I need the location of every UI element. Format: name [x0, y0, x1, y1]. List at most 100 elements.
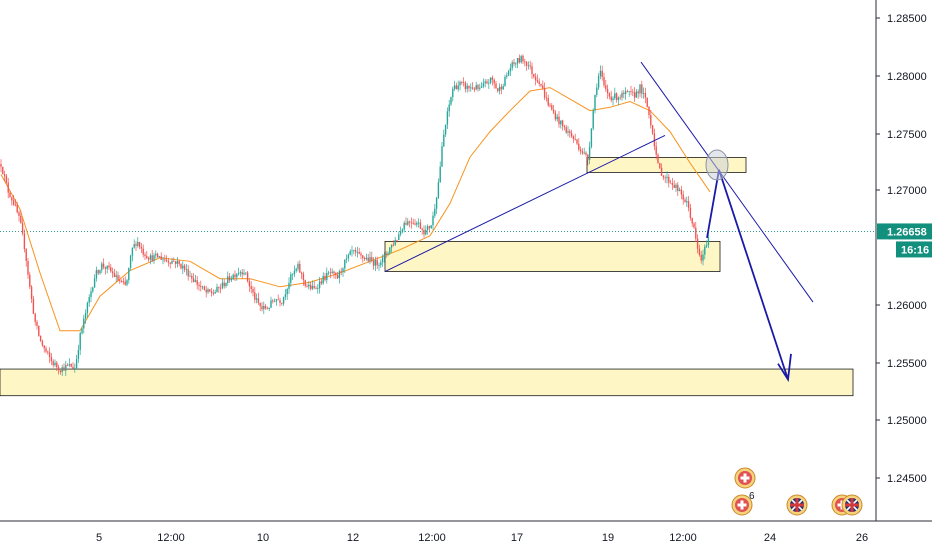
candle-body [543, 88, 546, 98]
candle-body [356, 252, 359, 253]
candle-body [209, 289, 211, 292]
trend-line[interactable] [384, 134, 666, 272]
candle-body [705, 245, 708, 247]
candle-body [56, 362, 58, 368]
candle-body [279, 300, 281, 303]
candle-body [653, 133, 656, 147]
candle-body [704, 246, 706, 255]
candle-body [669, 182, 672, 184]
candle-body [569, 131, 571, 134]
candle-body [374, 260, 377, 266]
candle-body [462, 82, 465, 83]
candle-body [218, 286, 220, 288]
candle-body [502, 86, 504, 90]
candle-body [684, 199, 686, 203]
candle-body [619, 97, 621, 99]
candle-body [414, 223, 416, 225]
candle-body [578, 143, 580, 150]
candle-body [500, 86, 503, 90]
drawings [384, 61, 814, 383]
candle-body [459, 82, 461, 86]
candle-body [295, 268, 297, 271]
candle-body [475, 85, 477, 90]
highlight-circle[interactable] [705, 149, 729, 181]
candle-body [106, 265, 108, 269]
candle-body [446, 111, 449, 125]
candle-body [513, 62, 515, 65]
candle-body [232, 274, 234, 279]
candle-body [284, 294, 287, 297]
candle-body [12, 200, 15, 205]
candle-body [108, 265, 110, 268]
candle-body [286, 288, 288, 295]
candle-body [52, 361, 54, 366]
candle-body [185, 269, 188, 271]
candle-body [239, 272, 242, 274]
candle-body [552, 109, 555, 113]
candle-body [623, 92, 625, 95]
candle-body [443, 134, 445, 147]
x-tick-label: 12:00 [418, 532, 446, 544]
candle-body [272, 300, 274, 302]
projection-arrowhead [777, 353, 792, 383]
candle-body [556, 116, 558, 120]
candle-body [308, 284, 310, 287]
candle-body [32, 298, 35, 314]
candle-body [144, 254, 146, 257]
candle-body [68, 363, 71, 366]
candle-body [342, 268, 344, 272]
candle-body [680, 189, 683, 195]
candle-body [687, 201, 690, 208]
candle-body [327, 272, 330, 274]
projection-path[interactable] [706, 169, 789, 380]
candle-body [428, 226, 431, 229]
price-label-gap [877, 239, 888, 256]
candle-body [470, 87, 472, 89]
candle-body [615, 93, 618, 100]
candle-body [227, 276, 229, 284]
candle-body [210, 291, 213, 294]
candle-body [596, 87, 598, 95]
candle-body [122, 281, 125, 283]
x-tick-label: 26 [856, 532, 868, 544]
candle-body [111, 271, 114, 274]
candle-body [439, 166, 441, 183]
trend-line[interactable] [640, 61, 814, 303]
y-tick-label: 1.26000 [887, 300, 927, 312]
candle-body [498, 86, 501, 92]
candle-body [320, 281, 323, 284]
candle-body [30, 286, 33, 299]
candle-body [61, 367, 63, 373]
price-zone[interactable] [384, 240, 721, 272]
moving-average [0, 87, 711, 332]
candle-body [376, 260, 378, 266]
candle-body [72, 366, 74, 369]
candle-body [254, 292, 256, 300]
candle-body [255, 298, 258, 300]
candle-body [340, 271, 342, 272]
candle-body [65, 365, 67, 371]
candle-body [518, 58, 521, 63]
y-tick-label: 1.27000 [887, 185, 927, 197]
candle-body [686, 201, 688, 203]
candle-body [524, 61, 526, 63]
price-zone[interactable] [0, 368, 854, 397]
candle-body [363, 258, 366, 260]
candle-body [583, 152, 585, 154]
candle-body [95, 270, 98, 279]
y-tick-label: 1.27500 [887, 129, 927, 141]
candle-body [626, 91, 629, 93]
price-axis-panel[interactable] [876, 0, 932, 550]
candle-body [124, 281, 126, 285]
moving-average-line [0, 87, 711, 332]
candle-body [387, 252, 389, 255]
candle-body [329, 272, 332, 274]
candle-body [57, 367, 60, 371]
candle-body [444, 124, 447, 135]
candle-body [561, 120, 564, 127]
candle-body [344, 259, 346, 269]
red-cross-icon-bar [743, 473, 747, 483]
candle-body [230, 278, 233, 281]
